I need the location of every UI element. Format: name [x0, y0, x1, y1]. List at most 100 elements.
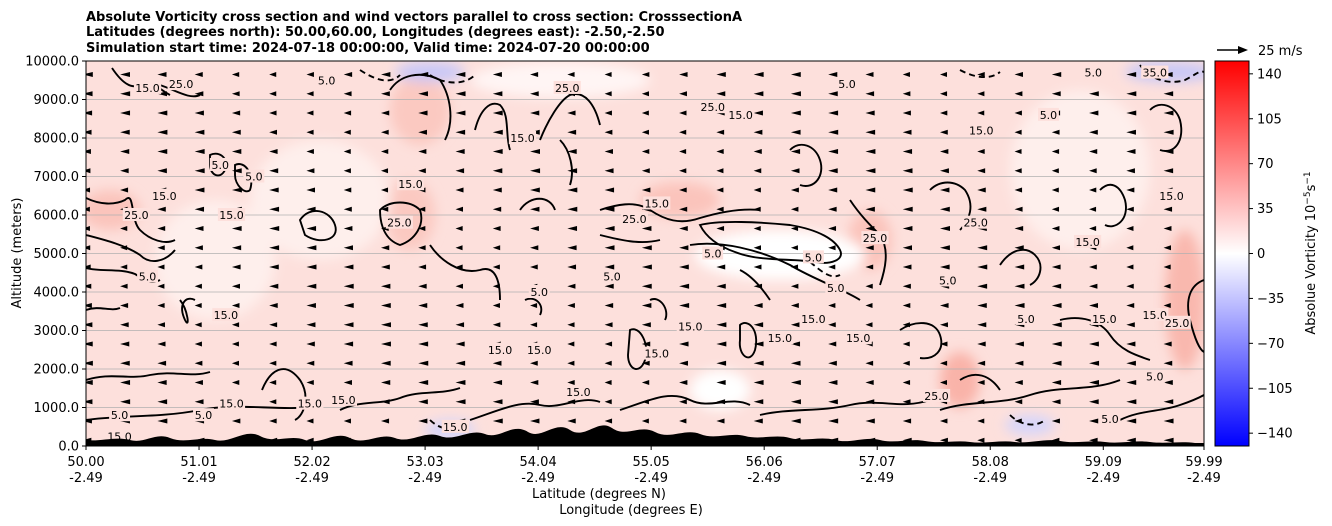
wind-vector [679, 129, 687, 135]
wind-vector [1163, 245, 1171, 251]
colorbar-tick-label: 105 [1257, 112, 1282, 127]
quiver-key-arrowhead [1238, 46, 1248, 54]
wind-vector [530, 168, 541, 174]
wind-vector [790, 379, 801, 385]
contour-label-bg [217, 208, 246, 221]
wind-vector [418, 245, 426, 251]
wind-vector [1014, 283, 1025, 289]
wind-vector [939, 206, 950, 212]
contour-line [619, 394, 751, 411]
wind-vector [306, 341, 315, 347]
contour-line [899, 322, 943, 360]
wind-vector [194, 187, 205, 193]
wind-vector [1051, 399, 1061, 405]
wind-vector [231, 379, 240, 385]
wind-vector [679, 399, 687, 405]
contour-label-bg [766, 331, 794, 345]
wind-vector [679, 360, 688, 366]
contour-labels: 15.05.05.025.015.015.0 25.015.015.05.05.0… [105, 65, 1191, 443]
wind-vector [641, 360, 650, 366]
wind-vector [1126, 91, 1137, 97]
contour-label-bg [844, 331, 872, 345]
wind-vector [828, 322, 836, 328]
wind-vector [641, 245, 652, 251]
contour-label-bg [1099, 412, 1121, 426]
wind-vector [1126, 360, 1136, 366]
wind-vector [306, 360, 315, 366]
wind-vector [1051, 360, 1062, 366]
wind-vector [455, 360, 466, 366]
wind-vector [269, 302, 278, 308]
wind-vector [1051, 264, 1061, 270]
plot-area: 15.05.05.025.015.015.0 25.015.015.05.05.0… [86, 61, 1204, 446]
contour-label-bg [1074, 234, 1102, 248]
wind-vector [977, 245, 988, 251]
wind-vector [418, 399, 428, 405]
wind-vector [641, 418, 649, 424]
wind-vector [86, 71, 93, 77]
wind-vector [828, 129, 839, 135]
contour-label: 25.0 [924, 390, 949, 403]
wind-vector [865, 379, 874, 385]
wind-vector [567, 302, 575, 308]
wind-vector [1051, 341, 1062, 347]
contour-label-bg [922, 388, 951, 402]
wind-vector [753, 322, 764, 328]
wind-vector [231, 245, 242, 251]
contour-line [959, 373, 1001, 391]
wind-vector [604, 225, 615, 231]
wind-vector [567, 187, 578, 193]
contour-label-bg [296, 396, 324, 410]
contour-label: 15.0 [298, 398, 323, 411]
wind-vector [194, 399, 204, 405]
wind-vector [567, 245, 577, 251]
contour-line [599, 203, 761, 223]
contour-label: 5.0 [1146, 371, 1164, 384]
wind-vector [567, 341, 575, 347]
wind-vector [86, 91, 93, 97]
wind-vector [1089, 187, 1097, 193]
wind-vector [977, 168, 986, 174]
contour-label-bg [937, 273, 959, 287]
wind-vector [1126, 283, 1134, 289]
wind-vector [157, 245, 165, 251]
contour-label: 5.0 [318, 74, 336, 87]
wind-vector [977, 206, 987, 212]
contour-line [234, 163, 253, 193]
wind-vector [679, 91, 687, 97]
wind-vector [1163, 225, 1172, 231]
x-tick-label-lon: -2.49 [747, 471, 781, 486]
contour-label-bg [702, 246, 724, 260]
wind-vector [679, 302, 690, 308]
wind-vector [641, 264, 652, 270]
quiver-key-label: 25 m/s [1258, 44, 1303, 59]
wind-vector [865, 148, 876, 154]
contour-label-bg [1163, 315, 1191, 329]
wind-vector [380, 129, 389, 135]
wind-vector [828, 302, 836, 308]
wind-vector [679, 187, 687, 193]
wind-vector [530, 245, 539, 251]
wind-vector [86, 187, 91, 193]
wind-vector [86, 225, 90, 231]
wind-vector [641, 71, 650, 77]
wind-vector [902, 360, 910, 366]
wind-vector [1051, 302, 1062, 308]
wind-vector [790, 322, 800, 328]
wind-vector [120, 283, 128, 289]
wind-vector [790, 168, 800, 174]
wind-vector [343, 71, 353, 77]
x-tick-label-lon: -2.49 [69, 471, 103, 486]
wind-vector [380, 264, 390, 270]
wind-vector [641, 379, 650, 385]
contour-line [627, 328, 648, 370]
wind-vector [269, 360, 277, 366]
wind-vector [194, 110, 204, 116]
wind-vector [157, 341, 166, 347]
wind-vector [492, 206, 502, 212]
wind-vector [753, 341, 764, 347]
y-tick-label: 10000.0 [25, 55, 79, 70]
colorbar-label-unit-exp: −1 [1303, 171, 1313, 184]
wind-vector [269, 148, 278, 154]
